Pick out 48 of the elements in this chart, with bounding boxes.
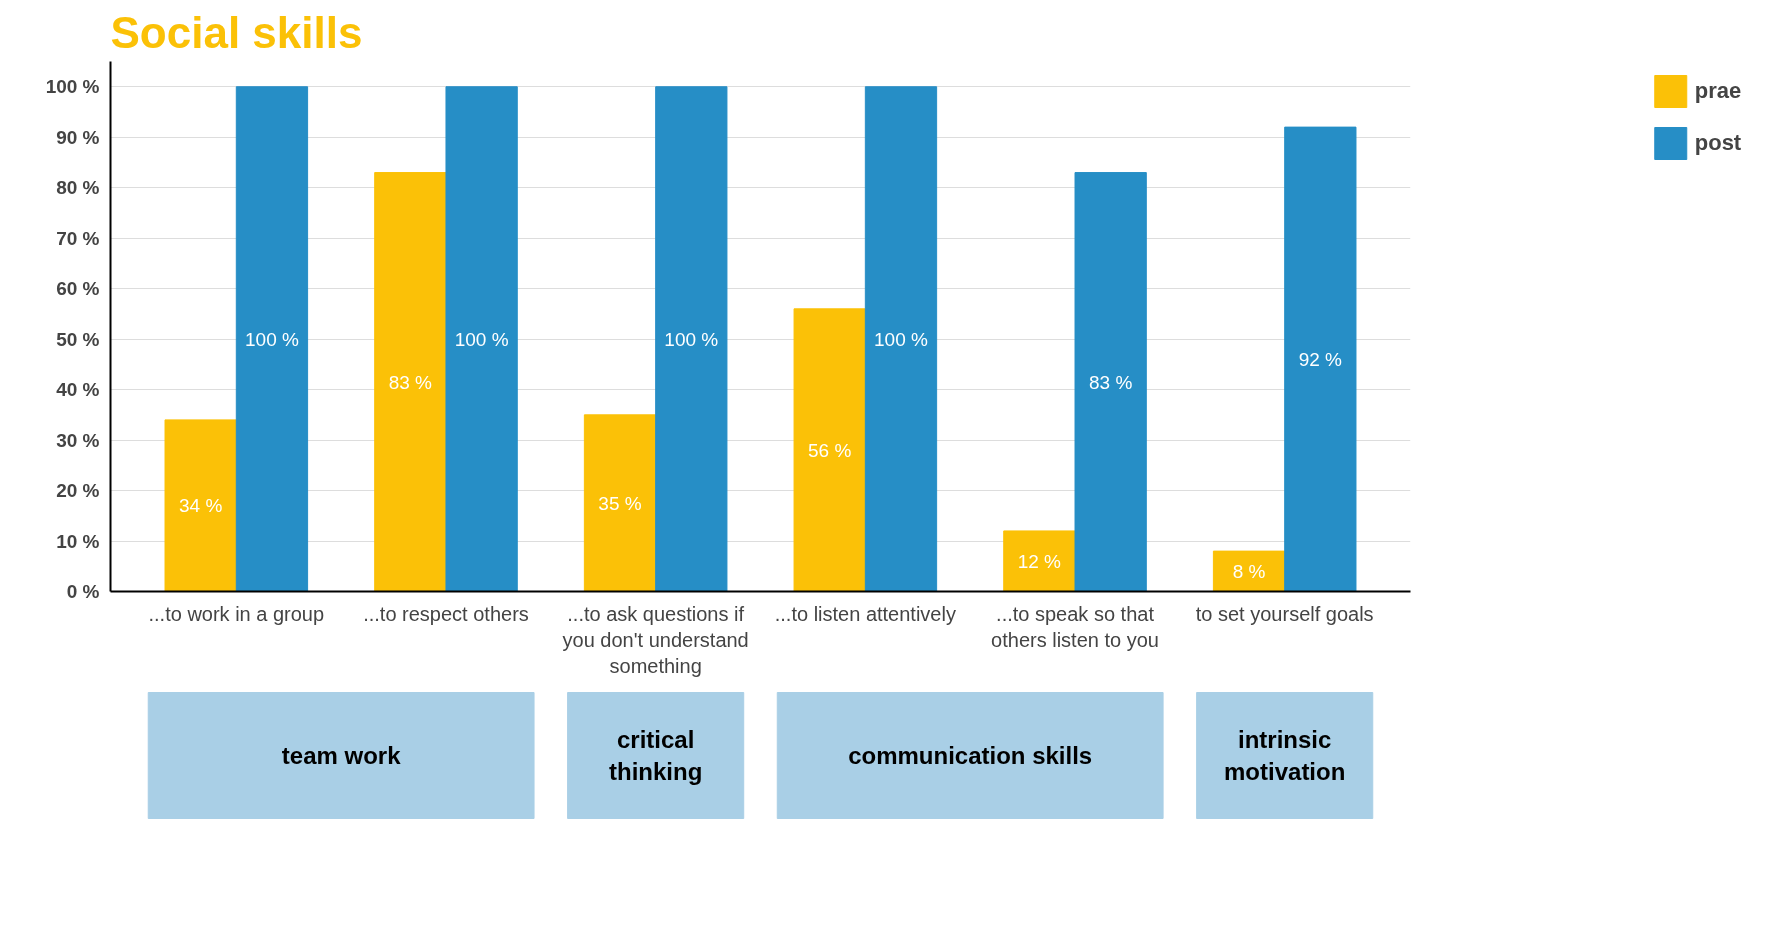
y-tick-label: 100 % (45, 76, 100, 98)
bar (445, 86, 518, 592)
y-tick-label: 90 % (56, 126, 100, 148)
data-label: 34 % (179, 495, 223, 517)
data-label: 35 % (598, 492, 642, 514)
y-tick-label: 70 % (56, 227, 100, 249)
y-tick-label: 0 % (66, 581, 100, 602)
y-tick-label: 30 % (56, 429, 100, 451)
text: team work (281, 742, 402, 769)
data-label: 83 % (1089, 371, 1133, 393)
bar (583, 414, 657, 592)
x-tick-label: ...to respect others (363, 602, 529, 625)
x-tick-label: ...to speak so that others listen to you (991, 602, 1159, 651)
data-label: 12 % (1017, 550, 1062, 572)
data-label: 100 % (664, 328, 719, 350)
bar (1212, 550, 1286, 592)
x-tick-label: to set yourself goals (1195, 602, 1374, 625)
y-tick-label: 20 % (56, 480, 100, 502)
bar (1003, 530, 1076, 592)
bar (655, 86, 728, 592)
data-label: 56 % (808, 439, 852, 461)
bar (164, 419, 237, 592)
data-label: 83 % (388, 371, 433, 393)
chart-title: Social skills (110, 7, 363, 57)
y-tick-label: 40 % (56, 379, 100, 401)
bar (793, 308, 866, 592)
bar (235, 86, 309, 592)
data-label: 8 % (1232, 560, 1266, 582)
y-tick-label: 60 % (56, 278, 100, 300)
legend-label: post (1694, 130, 1742, 156)
data-label: 100 % (454, 328, 509, 350)
legend-label: prae (1694, 78, 1742, 104)
x-tick-label: ...to work in a group (148, 602, 325, 625)
y-tick-label: 80 % (56, 177, 100, 199)
data-label: 100 % (874, 328, 929, 350)
text: critical thinking (609, 725, 703, 786)
bar (864, 86, 938, 592)
bar (1284, 126, 1357, 592)
bar (1074, 172, 1147, 592)
x-tick-label: ...to ask questions if you don't understand something (562, 602, 749, 678)
data-label: 100 % (245, 328, 299, 350)
bar (374, 172, 447, 592)
data-label: 92 % (1298, 348, 1343, 370)
y-tick-label: 10 % (56, 530, 100, 552)
text: intrinsic motivation (1224, 725, 1346, 786)
text: communication skills (848, 742, 1093, 769)
y-tick-label: 50 % (56, 328, 100, 350)
x-tick-label: ...to listen attentively (774, 602, 956, 625)
